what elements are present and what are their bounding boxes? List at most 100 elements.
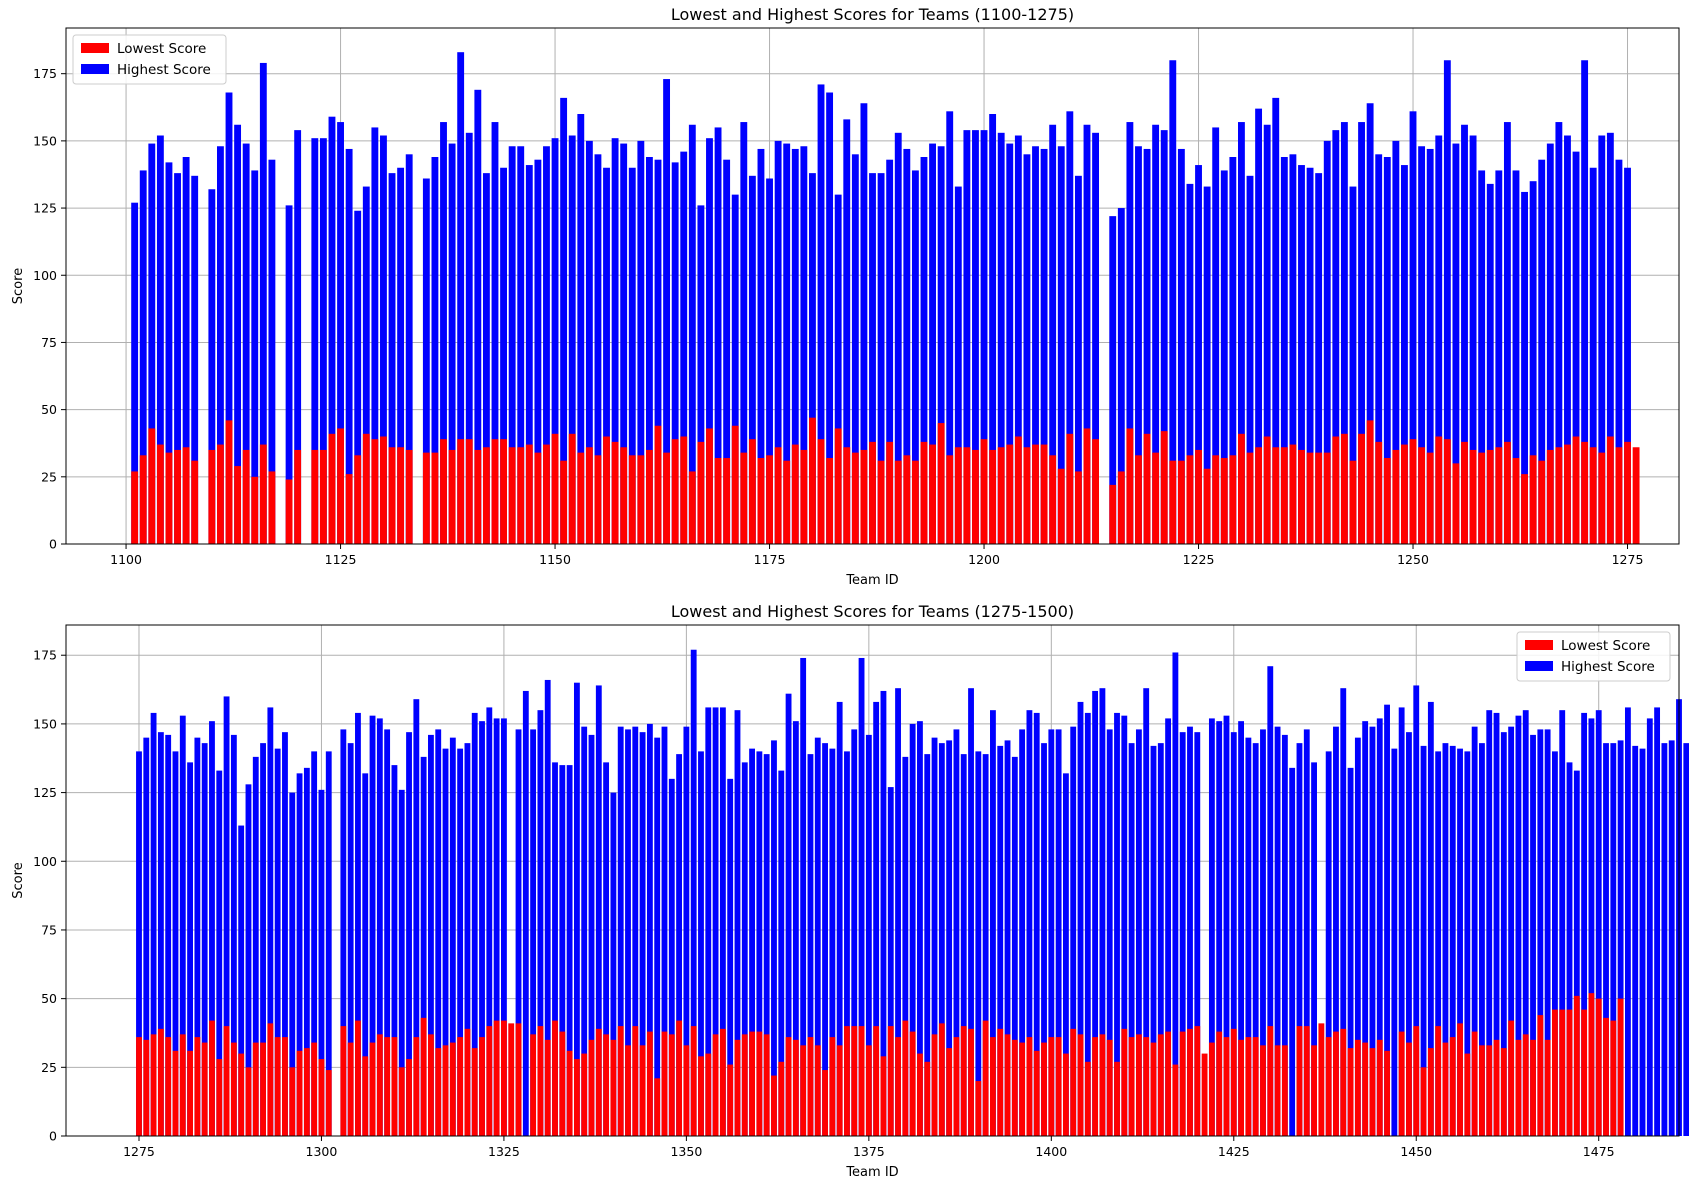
highest-score-bar	[1055, 729, 1062, 1136]
lowest-score-bar	[1471, 1031, 1478, 1136]
lowest-score-bar	[719, 1028, 726, 1136]
legend-label-lowest: Lowest Score	[117, 41, 206, 57]
highest-score-bar	[369, 715, 376, 1136]
lowest-score-bar	[1452, 463, 1460, 545]
lowest-score-bar	[1358, 433, 1365, 544]
highest-score-bar	[1150, 745, 1157, 1136]
highest-score-bar	[880, 690, 887, 1136]
highest-score-bar	[1083, 124, 1091, 544]
highest-score-bar	[1362, 721, 1369, 1136]
highest-score-bar	[595, 685, 602, 1136]
lowest-score-bar	[1169, 460, 1177, 544]
highest-score-bar	[632, 726, 639, 1136]
highest-score-bar	[698, 751, 704, 1136]
highest-score-bar	[337, 122, 344, 544]
highest-score-bar	[267, 707, 274, 1136]
highest-score-bar	[448, 143, 456, 544]
highest-score-bar	[355, 712, 361, 1136]
highest-score-bar	[500, 167, 507, 544]
x-tick-label: 1125	[325, 552, 357, 567]
lowest-score-bar	[1172, 1064, 1179, 1136]
lowest-score-bar	[771, 1075, 777, 1136]
highest-score-bar	[826, 92, 834, 544]
highest-score-bar	[791, 148, 799, 544]
lowest-score-bar	[1369, 1048, 1376, 1136]
lowest-score-bar	[1126, 428, 1134, 544]
lowest-score-bar	[960, 1026, 967, 1136]
highest-score-bar	[517, 146, 525, 544]
highest-score-bar	[139, 170, 147, 544]
highest-score-bar	[1296, 743, 1303, 1136]
highest-score-bar	[1340, 688, 1347, 1136]
lowest-score-bar	[1109, 484, 1117, 545]
highest-score-bar	[756, 751, 763, 1136]
lowest-score-bar	[1349, 460, 1357, 544]
highest-score-bar	[230, 734, 237, 1136]
lowest-score-bar	[440, 439, 447, 544]
highest-score-bar	[887, 787, 894, 1136]
lowest-score-bar	[1260, 1045, 1266, 1136]
x-tick-label: 1100	[110, 552, 142, 567]
highest-score-bar	[903, 148, 911, 544]
highest-score-bar	[654, 737, 661, 1136]
lowest-score-bar	[493, 1020, 500, 1136]
highest-score-bar	[216, 770, 223, 1136]
lowest-score-bar	[1420, 1067, 1427, 1136]
highest-score-bar	[474, 89, 482, 544]
highest-score-bar	[1092, 132, 1099, 544]
highest-score-bar	[603, 762, 610, 1136]
lowest-score-bar	[1160, 431, 1168, 545]
highest-score-bar	[1646, 718, 1653, 1136]
lowest-score-bar	[1049, 455, 1057, 544]
highest-score-bar	[1347, 767, 1354, 1136]
highest-score-bar	[251, 170, 259, 544]
highest-score-bar	[834, 194, 842, 545]
highest-score-bar	[625, 729, 631, 1136]
lowest-score-bar	[997, 447, 1005, 544]
lowest-score-bar	[1418, 447, 1426, 544]
highest-score-bar	[740, 122, 748, 544]
lowest-score-bar	[1026, 1037, 1033, 1136]
highest-score-bar	[384, 729, 391, 1136]
lowest-score-bar	[136, 1037, 142, 1136]
highest-score-bar	[1074, 175, 1082, 544]
highest-score-bar	[325, 751, 332, 1136]
highest-score-bar	[1143, 148, 1151, 544]
lowest-score-bar	[1566, 1009, 1573, 1136]
highest-score-bar	[1212, 127, 1220, 544]
lowest-score-bar	[1203, 468, 1211, 544]
lowest-score-bar	[1606, 436, 1614, 544]
chart-title: Lowest and Highest Scores for Teams (110…	[671, 5, 1074, 24]
lowest-score-bar	[1615, 447, 1623, 544]
highest-score-bar	[1023, 154, 1031, 544]
highest-score-bar	[975, 751, 982, 1136]
x-tick-label: 1250	[1397, 552, 1429, 567]
highest-score-bar	[1479, 743, 1485, 1136]
highest-score-bar	[1057, 146, 1065, 544]
lowest-score-bar	[251, 476, 259, 544]
lowest-score-bar	[588, 1039, 595, 1136]
highest-score-bar	[807, 754, 814, 1136]
lowest-score-bar	[671, 439, 679, 544]
highest-score-bar	[924, 754, 931, 1136]
lowest-score-bar	[1427, 1048, 1434, 1136]
lowest-score-bar	[380, 436, 387, 544]
highest-score-bar	[252, 756, 259, 1136]
lowest-score-bar	[646, 1031, 653, 1136]
lowest-score-bar	[791, 444, 799, 544]
lowest-score-bar	[1229, 455, 1237, 544]
highest-score-bar	[1041, 743, 1047, 1136]
lowest-score-bar	[1281, 1045, 1288, 1136]
lowest-score-bar	[559, 1031, 566, 1136]
highest-score-bar	[345, 148, 353, 544]
highest-score-bar	[1092, 690, 1099, 1136]
lowest-score-bar	[937, 423, 945, 544]
highest-score-bar	[931, 737, 938, 1136]
highest-score-bar	[1427, 701, 1434, 1136]
highest-score-bar	[585, 140, 593, 545]
y-tick-label: 50	[41, 991, 57, 1006]
highest-score-bar	[1384, 704, 1390, 1136]
lowest-score-bar	[1238, 1039, 1244, 1136]
y-tick-label: 125	[33, 785, 57, 800]
highest-score-bar	[946, 740, 953, 1136]
